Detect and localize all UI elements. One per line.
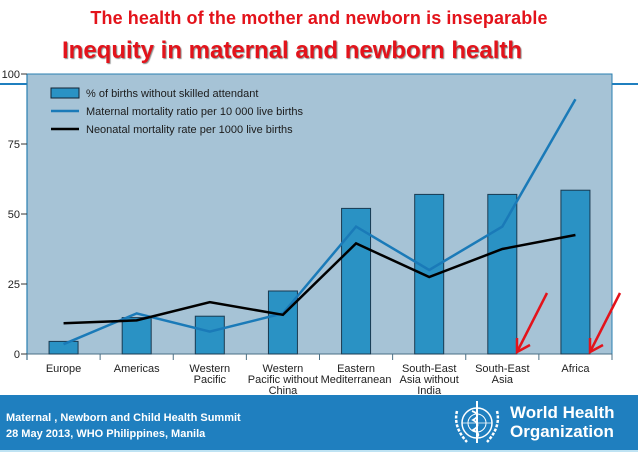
x-category-label: Asia <box>492 374 514 386</box>
x-category-label: Americas <box>114 363 160 375</box>
x-category-label: Pacific without <box>248 374 318 386</box>
y-tick-label: 25 <box>8 279 20 291</box>
x-category-label: India <box>417 385 442 395</box>
footer-date-location: 28 May 2013, WHO Philippines, Manila <box>6 428 206 440</box>
x-category-label: South-East <box>402 363 456 375</box>
legend-label-maternal: Maternal mortality ratio per 10 000 live… <box>86 106 304 118</box>
arrow-africa <box>588 292 622 355</box>
y-ticks: 0 25 50 75 100 <box>2 69 27 361</box>
footer-band: Maternal , Newborn and Child Health Summ… <box>0 395 638 450</box>
neonatal-mortality-line <box>63 233 576 325</box>
legend-label-births: % of births without skilled attendant <box>86 88 258 100</box>
y-tick-label: 50 <box>8 209 20 221</box>
x-category-label: Eastern <box>337 363 375 375</box>
footer-bottom-line <box>0 450 638 452</box>
y-tick-label: 100 <box>2 69 20 81</box>
slide-subtitle: The health of the mother and newborn is … <box>90 8 548 28</box>
bar <box>487 193 518 355</box>
x-category-label: South-East <box>475 363 529 375</box>
legend-bar-swatch <box>50 87 80 99</box>
who-name-line2: Organization <box>510 422 614 441</box>
x-category-label: China <box>269 385 299 395</box>
legend-label-neonatal: Neonatal mortality rate per 1000 live bi… <box>86 124 293 136</box>
y-tick-label: 0 <box>14 349 20 361</box>
legend: % of births without skilled attendant Ma… <box>50 87 304 136</box>
x-category-label: Africa <box>561 363 590 375</box>
bar <box>560 189 591 355</box>
who-name-line1: World Health <box>510 403 615 422</box>
x-labels: Europe Americas WesternPacificWesternPacif… <box>46 363 591 395</box>
x-category-label: Europe <box>46 363 81 375</box>
x-category-label: Western <box>189 363 230 375</box>
footer-event: Maternal , Newborn and Child Health Summ… <box>6 412 241 424</box>
x-category-label: Western <box>263 363 304 375</box>
bar <box>341 207 372 355</box>
x-ticks <box>26 354 613 360</box>
y-tick-label: 75 <box>8 139 20 151</box>
arrow-south-east-asia <box>515 292 549 355</box>
bar <box>194 315 225 355</box>
x-category-label: Pacific <box>194 374 227 386</box>
who-emblem-icon <box>454 401 500 443</box>
who-wordmark: World Health Organization <box>510 403 615 441</box>
bar <box>48 340 79 355</box>
bar <box>121 317 152 355</box>
x-category-label: Asia without <box>400 374 459 386</box>
slide-title: Inequity in maternal and newborn health <box>62 37 523 64</box>
x-category-label: Mediterranean <box>321 374 392 386</box>
